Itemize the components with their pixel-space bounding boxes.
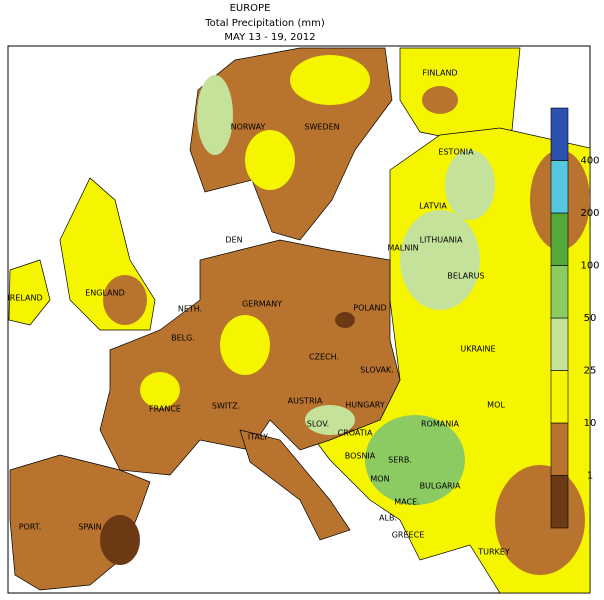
country-label: SWEDEN <box>304 123 339 132</box>
country-label: LITHUANIA <box>420 236 463 245</box>
country-label: CROATIA <box>338 429 373 438</box>
legend-label: 1 <box>587 471 593 482</box>
map <box>7 45 591 594</box>
subtitle: Total Precipitation (mm) <box>204 18 325 29</box>
legend: 1 10 25 50 100 200 400 <box>550 107 600 529</box>
country-label: DEN <box>225 236 242 245</box>
period: MAY 13 - 19, 2012 <box>224 32 315 43</box>
country-labels: FINLAND NORWAY SWEDEN ESTONIA LATVIA DEN LITHU… <box>7 69 509 557</box>
country-label: ESTONIA <box>438 148 474 157</box>
country-label: IRELAND <box>7 294 42 303</box>
country-label: BULGARIA <box>420 482 461 491</box>
title: EUROPE <box>230 3 271 14</box>
legend-label: 100 <box>580 261 599 272</box>
country-label: BOSNIA <box>345 452 376 461</box>
legend-swatch <box>550 212 569 266</box>
legend-label: 400 <box>580 156 599 167</box>
country-label: NETH. <box>178 305 202 314</box>
country-label: ROMANIA <box>421 420 460 429</box>
country-label: BELG. <box>171 334 195 343</box>
legend-swatch <box>550 370 569 424</box>
legend-swatch <box>550 160 569 214</box>
country-label: HUNGARY <box>345 401 385 410</box>
country-label: GREECE <box>392 531 425 540</box>
country-label: FRANCE <box>149 405 181 414</box>
country-label: FINLAND <box>422 69 457 78</box>
legend-label: 10 <box>584 418 597 429</box>
country-label: SWITZ. <box>212 402 240 411</box>
legend-label: 200 <box>580 208 599 219</box>
country-label: UKRAINE <box>460 345 495 354</box>
country-label: AUSTRIA <box>288 397 323 406</box>
country-label: SPAIN <box>78 523 101 532</box>
country-label: BELARUS <box>447 272 484 281</box>
country-label: SLOVAK. <box>360 366 394 375</box>
country-label: GERMANY <box>242 300 282 309</box>
legend-label: 25 <box>584 366 597 377</box>
legend-swatch <box>550 107 569 161</box>
country-label: ALB. <box>379 514 397 523</box>
country-label: MOL <box>487 401 505 410</box>
country-label: NORWAY <box>231 123 266 132</box>
country-label: MON <box>370 475 389 484</box>
country-label: SERB. <box>388 456 412 465</box>
country-label: ITALY <box>248 433 268 442</box>
legend-swatch <box>550 265 569 319</box>
legend-swatch <box>550 317 569 371</box>
legend-swatch <box>550 422 569 476</box>
country-label: SLOV. <box>307 420 329 429</box>
country-label: CZECH. <box>309 353 339 362</box>
country-label: PORT. <box>19 523 42 532</box>
country-label: POLAND <box>353 304 386 313</box>
country-label: LATVIA <box>419 202 447 211</box>
country-label: TURKEY <box>477 548 510 557</box>
legend-swatch <box>550 475 569 529</box>
country-label: MALNIN <box>387 244 418 253</box>
country-label: MACE. <box>394 498 419 507</box>
country-label: ENGLAND <box>85 289 125 298</box>
legend-label: 50 <box>584 313 597 324</box>
